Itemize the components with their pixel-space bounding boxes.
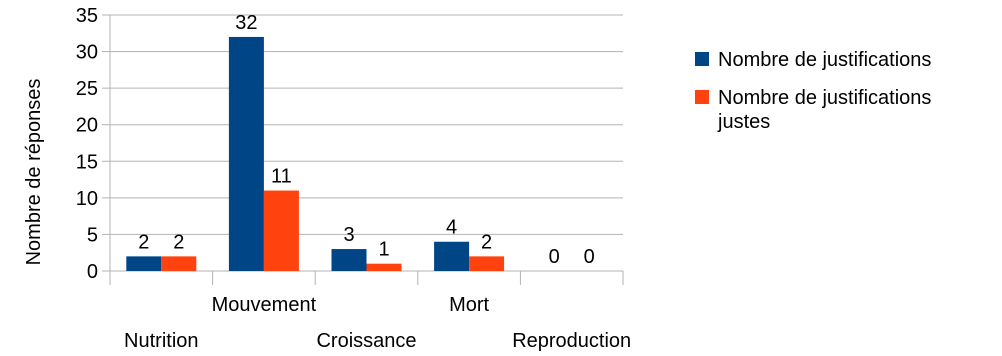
bar-nutrition-series-1 bbox=[126, 256, 162, 271]
data-labels: 2 2 32 11 3 1 4 2 0 0 bbox=[138, 12, 595, 268]
bar-croissance-series-2 bbox=[366, 263, 402, 271]
y-tick-label: 5 bbox=[87, 224, 98, 246]
data-label: 32 bbox=[235, 12, 257, 34]
bar-croissance-series-1 bbox=[331, 249, 367, 271]
data-label: 0 bbox=[584, 246, 595, 268]
legend-swatch-series-1 bbox=[695, 52, 709, 66]
bar-mort-series-1 bbox=[434, 241, 470, 271]
y-tick-label: 0 bbox=[87, 261, 98, 283]
x-tick-label: Mort bbox=[449, 294, 489, 316]
x-tick-label: Croissance bbox=[316, 330, 416, 352]
y-tick-label: 25 bbox=[76, 78, 98, 100]
data-label: 2 bbox=[138, 231, 149, 253]
gridlines bbox=[110, 14, 623, 272]
tick-labels: 05101520253035NutritionMouvementCroissan… bbox=[76, 5, 631, 352]
data-label: 3 bbox=[343, 224, 354, 246]
legend-label-series-1: Nombre de justifications bbox=[718, 49, 931, 71]
y-axis-label: Nombre de réponses bbox=[23, 79, 45, 266]
data-label: 11 bbox=[271, 166, 292, 188]
axes bbox=[102, 14, 624, 285]
y-tick-label: 10 bbox=[76, 188, 98, 210]
data-label: 0 bbox=[549, 246, 560, 268]
bar-mouvement-series-1 bbox=[228, 36, 264, 271]
legend-swatch-series-2 bbox=[695, 90, 709, 104]
bars bbox=[126, 36, 505, 271]
legend-label-series-2: Nombre de justifications justes bbox=[717, 87, 931, 133]
data-label: 2 bbox=[481, 231, 492, 253]
y-tick-label: 15 bbox=[76, 151, 98, 173]
bar-mouvement-series-2 bbox=[263, 190, 299, 271]
legend: Nombre de justifications Nombre de justif… bbox=[695, 49, 931, 133]
y-tick-label: 30 bbox=[76, 42, 98, 64]
data-label: 1 bbox=[378, 239, 389, 261]
x-tick-label: Mouvement bbox=[212, 294, 317, 316]
bar-nutrition-series-2 bbox=[161, 256, 197, 271]
data-label: 2 bbox=[173, 231, 184, 253]
bar-mort-series-2 bbox=[469, 256, 505, 271]
y-tick-label: 20 bbox=[76, 115, 98, 137]
data-label: 4 bbox=[446, 217, 457, 239]
y-tick-label: 35 bbox=[76, 5, 98, 27]
x-tick-label: Reproduction bbox=[512, 330, 631, 352]
x-tick-label: Nutrition bbox=[124, 330, 198, 352]
